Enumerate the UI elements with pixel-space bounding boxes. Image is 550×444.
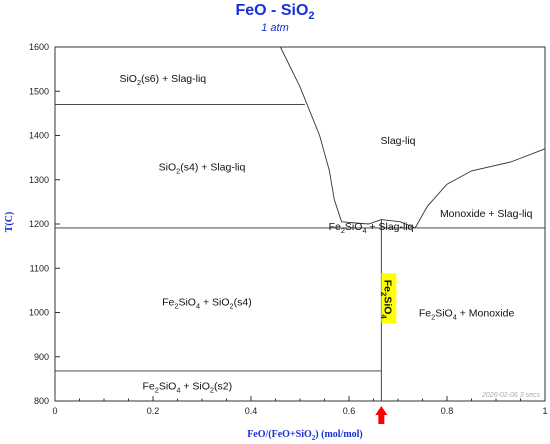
y-tick-label: 1400 (29, 131, 49, 141)
region-label: Fe2SiO4 + Slag-liq (329, 221, 414, 235)
x-tick-label: 0.4 (245, 406, 258, 416)
region-label: SiO2(s6) + Slag-liq (119, 73, 206, 87)
region-label: Monoxide + Slag-liq (440, 208, 533, 220)
x-tick-label: 1 (542, 406, 547, 416)
compound-highlight (381, 273, 397, 324)
y-tick-label: 1300 (29, 175, 49, 185)
x-tick-label: 0.6 (343, 406, 356, 416)
liquidus-curve (414, 148, 546, 229)
x-tick-label: 0.2 (147, 406, 160, 416)
chart-subtitle: 1 atm (261, 22, 289, 34)
region-label: Fe2SiO4 + Monoxide (419, 308, 515, 322)
compound-label: Fe2SiO4 (379, 280, 393, 320)
x-axis-label: FeO/(FeO+SiO2) (mol/mol) (247, 429, 363, 442)
plot-frame (54, 46, 546, 402)
y-tick-label: 1600 (29, 42, 49, 52)
y-tick-label: 900 (34, 352, 49, 362)
y-tick-label: 1200 (29, 219, 49, 229)
region-label: Fe2SiO4 + SiO2(s2) (142, 381, 232, 395)
x-tick-label: 0.8 (441, 406, 454, 416)
region-label: SiO2(s4) + Slag-liq (159, 161, 246, 175)
y-axis-label: T(C) (4, 212, 15, 233)
y-tick-label: 1100 (30, 263, 49, 273)
region-label: Fe2SiO4 + SiO2(s4) (162, 296, 252, 310)
x-tick-label: 0 (52, 406, 57, 416)
liquidus-curve (341, 219, 416, 229)
liquidus-curve (279, 46, 343, 222)
y-tick-label: 1500 (29, 86, 49, 96)
y-tick-label: 1000 (29, 308, 49, 318)
chart-title: FeO - SiO2 (235, 2, 315, 23)
region-label: Slag-liq (380, 135, 415, 147)
y-tick-label: 800 (34, 396, 49, 406)
timestamp: 2026-02-06 3 secs (481, 392, 540, 399)
composition-marker-arrow (375, 406, 388, 424)
